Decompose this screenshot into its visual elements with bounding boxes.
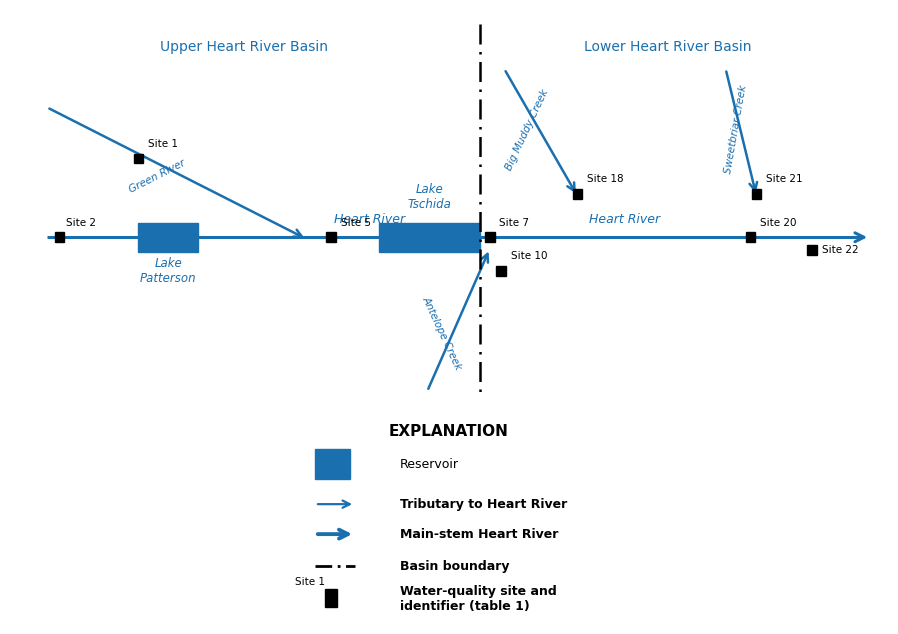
Text: Site 7: Site 7 — [499, 217, 530, 228]
Text: Site 2: Site 2 — [66, 217, 96, 228]
Text: Site 1: Site 1 — [148, 139, 178, 149]
Text: Lake
Tschida: Lake Tschida — [407, 183, 451, 211]
Text: Site 18: Site 18 — [587, 174, 623, 184]
Bar — [807, 245, 817, 255]
Text: Site 21: Site 21 — [766, 174, 803, 184]
Bar — [134, 153, 143, 163]
Bar — [138, 223, 198, 252]
Bar — [497, 266, 506, 276]
Bar — [379, 223, 480, 252]
Bar — [315, 450, 350, 479]
Text: Main-stem Heart River: Main-stem Heart River — [400, 527, 559, 541]
Text: Green River: Green River — [128, 158, 188, 195]
Text: Site 20: Site 20 — [761, 217, 797, 228]
Text: Heart River: Heart River — [589, 213, 660, 226]
Text: Big Muddy Creek: Big Muddy Creek — [504, 87, 550, 172]
Bar — [746, 233, 755, 242]
Text: Antelope Creek: Antelope Creek — [420, 295, 463, 372]
Text: Basin boundary: Basin boundary — [400, 560, 509, 573]
Bar — [325, 589, 337, 607]
Text: EXPLANATION: EXPLANATION — [389, 424, 509, 439]
Text: Lower Heart River Basin: Lower Heart River Basin — [584, 40, 752, 54]
Bar — [326, 233, 336, 242]
Text: Site 22: Site 22 — [822, 245, 858, 255]
Text: Sweetbriar Creek: Sweetbriar Creek — [724, 84, 749, 174]
Text: Reservoir: Reservoir — [400, 458, 459, 470]
Text: Site 5: Site 5 — [340, 217, 371, 228]
Text: Water-quality site and
identifier (table 1): Water-quality site and identifier (table… — [400, 585, 557, 613]
Text: Site 10: Site 10 — [511, 251, 548, 261]
Text: Upper Heart River Basin: Upper Heart River Basin — [160, 40, 329, 54]
Bar — [752, 189, 762, 199]
Bar — [55, 233, 65, 242]
Bar — [485, 233, 495, 242]
Text: Lake
Patterson: Lake Patterson — [140, 257, 197, 285]
Text: Site 1: Site 1 — [295, 577, 325, 587]
Text: Tributary to Heart River: Tributary to Heart River — [400, 498, 568, 510]
Text: Heart River: Heart River — [334, 213, 405, 226]
Bar — [573, 189, 582, 199]
